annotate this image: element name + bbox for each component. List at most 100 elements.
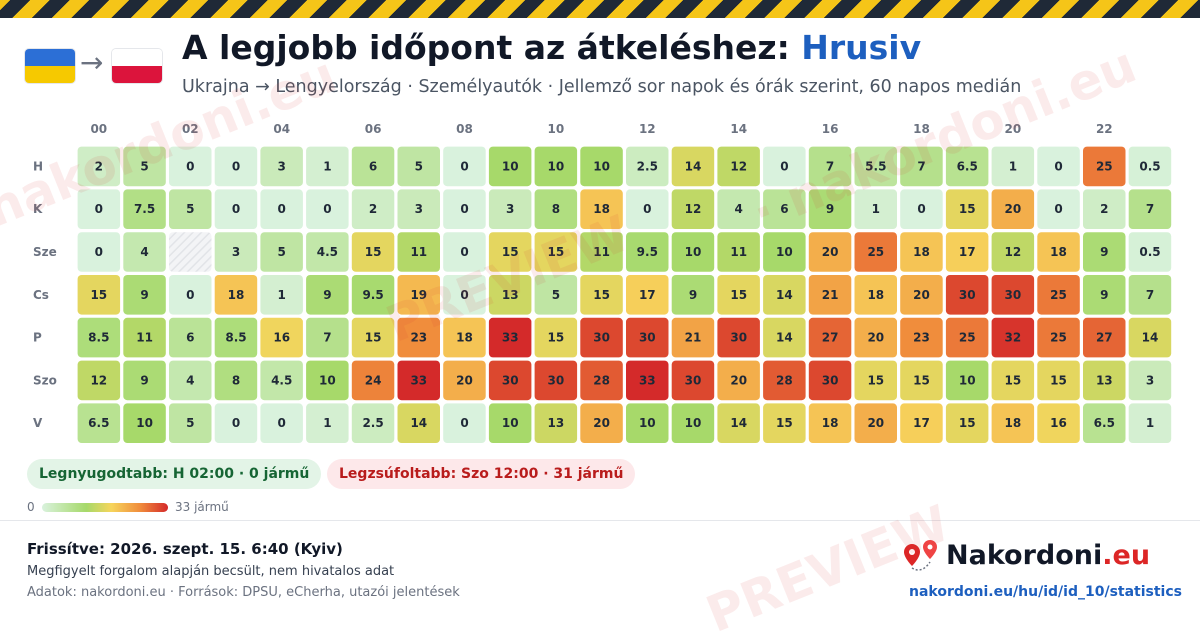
heatmap-cell-label: 4 (140, 245, 148, 259)
heatmap-cell-label: 0 (460, 288, 468, 302)
heatmap-cell (534, 275, 578, 315)
heatmap-cell (1128, 403, 1172, 443)
heatmap-cell (123, 360, 166, 401)
heatmap-cell-label: 33 (639, 373, 656, 387)
heatmap-cell (443, 275, 486, 315)
heatmap-cell-label: 3 (1146, 373, 1154, 387)
title-place: Hrusiv (801, 28, 922, 67)
brand-name: Nakordoni.eu (946, 540, 1150, 571)
heatmap-cell (626, 360, 669, 401)
heatmap-cell (763, 232, 806, 272)
heatmap-cell (1128, 232, 1172, 272)
heatmap-cell (443, 146, 486, 187)
heatmap-cell (671, 146, 715, 187)
heatmap-cell (443, 189, 486, 229)
x-axis-tick: 14 (730, 122, 747, 136)
heatmap-cell-label: 14 (776, 331, 793, 345)
heatmap-cell (443, 360, 486, 401)
busiest-badge: Legzsúfoltabb: Szo 12:00 · 31 jármű (327, 459, 636, 489)
heatmap-cell-label: 0 (278, 202, 286, 216)
heatmap-cell (991, 403, 1035, 443)
heatmap-cell-label: 6.5 (1094, 416, 1115, 430)
heatmap-cell (763, 146, 806, 187)
heatmap-cell-label: 11 (730, 245, 747, 259)
heatmap-cell-label: 25 (1050, 288, 1067, 302)
y-axis-label: H (33, 159, 43, 173)
heatmap-cell-label: 18 (456, 331, 473, 345)
heatmap-cell-label: 18 (1005, 416, 1022, 430)
heatmap-cell (580, 360, 623, 401)
heatmap-cell-label: 15 (730, 288, 747, 302)
heatmap-cell-label: 11 (410, 245, 427, 259)
heatmap-cell (214, 360, 258, 401)
heatmap-cell-label: 18 (822, 416, 839, 430)
x-axis-tick: 18 (913, 122, 930, 136)
heatmap-cell-label: 15 (365, 245, 382, 259)
heatmap-cell (626, 317, 669, 358)
heatmap-cell (717, 189, 760, 229)
heatmap-cell (763, 360, 806, 401)
heatmap-cell (1037, 317, 1080, 358)
heatmap-cell-label: 27 (1096, 331, 1113, 345)
heatmap-cell (991, 360, 1035, 401)
heatmap-cell (169, 189, 212, 229)
heatmap-cell-label: 30 (685, 373, 702, 387)
heatmap-cell (1037, 232, 1080, 272)
heatmap-cell (351, 403, 395, 443)
heatmap-cell-label: 7 (826, 159, 834, 173)
heatmap-cell-label: 9 (140, 373, 148, 387)
heatmap-cell-label: 1 (278, 288, 286, 302)
heatmap-cell-label: 25 (1050, 331, 1067, 345)
heatmap-cell (808, 275, 852, 315)
statistics-link[interactable]: nakordoni.eu/hu/id/id_10/statistics (909, 584, 1182, 600)
heatmap-cell (1083, 232, 1126, 272)
heatmap-cell-label: 7 (323, 331, 331, 345)
heatmap-cell-label: 9 (140, 288, 148, 302)
heatmap-cell (900, 189, 943, 229)
heatmap-cell (397, 189, 440, 229)
heatmap-cell-label: 18 (867, 288, 884, 302)
heatmap-cell (1128, 275, 1172, 315)
heatmap-cell-label: 15 (913, 373, 930, 387)
heatmap-cell (260, 275, 303, 315)
heatmap-cell-label: 9 (689, 288, 697, 302)
heatmap-cell (260, 317, 303, 358)
heatmap-cell-label: 15 (548, 245, 565, 259)
heatmap-cell-label: 15 (776, 416, 793, 430)
heatmap-cell (260, 146, 303, 187)
heatmap-cell (1128, 146, 1172, 187)
heatmap-cell (717, 275, 760, 315)
heatmap-cell (763, 317, 806, 358)
heatmap-cell-label: 14 (410, 416, 427, 430)
heatmap-cell-label: 21 (822, 288, 839, 302)
heatmap-cell (397, 232, 440, 272)
heatmap-cell-label: 25 (867, 245, 884, 259)
heatmap-cell-label: 5 (186, 416, 194, 430)
heatmap-cell (214, 403, 258, 443)
heatmap-cell-label: 10 (548, 159, 565, 173)
heatmap-cell (306, 317, 349, 358)
heatmap-cell (808, 146, 852, 187)
heatmap-cell (900, 360, 943, 401)
heatmap-cell-label: 17 (913, 416, 930, 430)
heatmap-cell-label: 3 (278, 159, 286, 173)
heatmap-cell (534, 317, 578, 358)
page-subtitle: Ukrajna → Lengyelország · Személyautók ·… (182, 77, 1022, 97)
heatmap-cell-label: 0 (917, 202, 925, 216)
heatmap-cell-label: 0 (95, 245, 103, 259)
map-pin-icon (904, 540, 937, 571)
heatmap-cell (306, 275, 349, 315)
heatmap-cell-label: 10 (502, 159, 519, 173)
heatmap-cell-label: 30 (1005, 288, 1022, 302)
heatmap-cell-label: 15 (365, 331, 382, 345)
heatmap-cell-label: 25 (959, 331, 976, 345)
heatmap-cell (488, 275, 532, 315)
heatmap-cell (1037, 403, 1080, 443)
x-axis-tick: 16 (822, 122, 839, 136)
heatmap-cell (351, 189, 395, 229)
heatmap-cell (900, 275, 943, 315)
heatmap-cell (626, 189, 669, 229)
heatmap-cell-label: 0.5 (1139, 159, 1160, 173)
heatmap-cell-label: 5 (278, 245, 286, 259)
heatmap-cell (77, 360, 121, 401)
